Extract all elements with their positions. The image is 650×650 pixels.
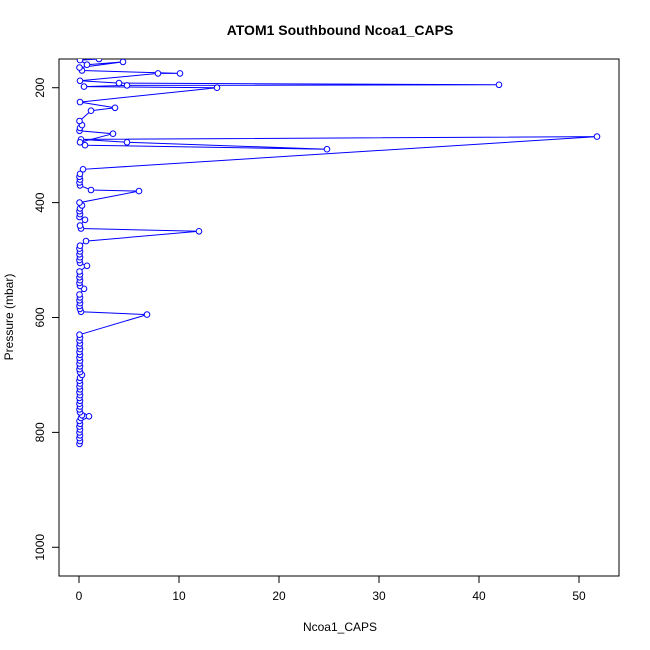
data-point <box>135 187 143 195</box>
data-point <box>213 84 221 91</box>
data-point <box>95 59 103 63</box>
y-tick-label: 600 <box>33 307 47 327</box>
data-point <box>76 77 84 85</box>
plot-area <box>76 59 601 448</box>
y-tick-label: 200 <box>33 77 47 97</box>
data-point <box>593 133 601 140</box>
chart-title: ATOM1 Southbound Ncoa1_CAPS <box>227 22 454 38</box>
data-point <box>123 82 131 89</box>
x-tick-label: 40 <box>472 589 486 603</box>
data-point <box>115 79 123 87</box>
x-tick-label: 50 <box>572 589 586 603</box>
data-point <box>81 141 89 149</box>
series-line <box>78 59 598 444</box>
data-point <box>76 59 84 64</box>
data-point <box>76 98 84 106</box>
data-point <box>176 70 184 77</box>
data-point <box>109 130 117 137</box>
data-point <box>119 59 127 66</box>
data-point <box>76 222 84 229</box>
data-point <box>143 311 151 318</box>
data-point <box>76 291 83 298</box>
x-axis: 0 10 20 30 40 50 <box>76 576 586 603</box>
data-point <box>195 228 203 235</box>
data-point <box>495 81 503 89</box>
y-axis-label: Pressure (mbar) <box>2 274 16 361</box>
data-point <box>87 186 95 194</box>
y-tick-label: 1000 <box>33 534 47 561</box>
data-point <box>79 166 87 173</box>
data-point <box>111 104 119 112</box>
data-point <box>76 170 84 178</box>
x-tick-label: 0 <box>76 589 83 603</box>
data-point <box>76 199 83 206</box>
data-point <box>81 216 89 224</box>
data-point <box>76 268 83 275</box>
data-point <box>80 83 88 90</box>
data-point <box>76 331 83 339</box>
data-point <box>323 145 331 153</box>
data-point <box>76 64 83 71</box>
x-tick-label: 30 <box>372 589 386 603</box>
data-point <box>83 61 91 68</box>
data-point <box>154 70 162 77</box>
y-axis: 200 400 600 800 1000 <box>33 77 59 561</box>
data-point <box>87 107 95 114</box>
data-point <box>85 413 93 420</box>
data-point <box>83 262 91 270</box>
x-tick-label: 10 <box>172 589 186 603</box>
data-point <box>76 117 83 125</box>
series-points <box>76 59 601 448</box>
data-point <box>76 242 84 249</box>
x-axis-label: Ncoa1_CAPS <box>303 620 377 634</box>
y-tick-label: 800 <box>33 422 47 442</box>
data-point <box>76 139 84 146</box>
x-tick-label: 20 <box>272 589 286 603</box>
data-point <box>123 139 131 146</box>
y-tick-label: 400 <box>33 192 47 212</box>
data-point <box>82 237 90 245</box>
